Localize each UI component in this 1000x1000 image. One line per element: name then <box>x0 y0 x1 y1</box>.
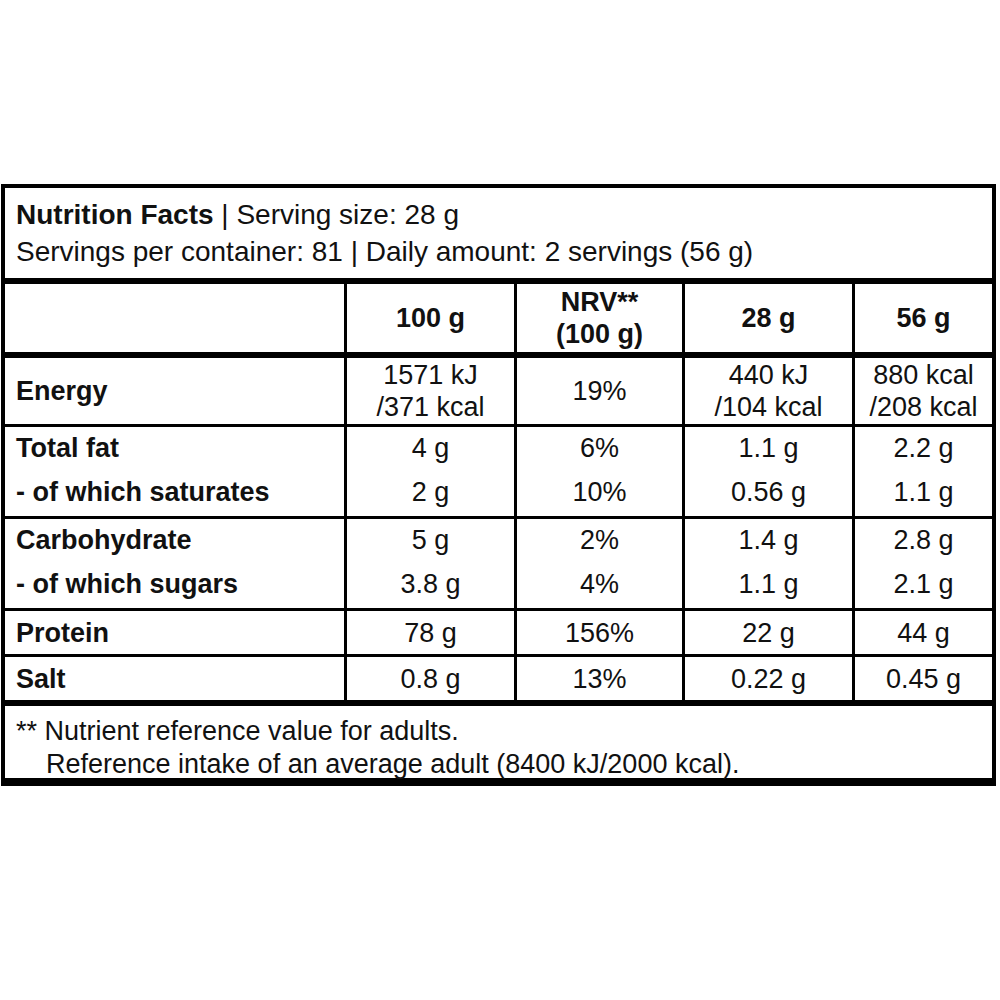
energy-per-56g: 880 kcal /208 kcal <box>852 358 992 424</box>
carbohydrate-label: Carbohydrate <box>5 519 344 560</box>
column-header-56g: 56 g <box>852 284 992 352</box>
carbohydrate-nrv: 2% <box>514 519 682 560</box>
title-line-serving-size: Nutrition Facts | Serving size: 28 g <box>16 196 982 233</box>
row-carbohydrate: Carbohydrate 5 g 2% 1.4 g 2.8 g <box>5 516 992 560</box>
energy-label: Energy <box>5 358 344 424</box>
saturates-nrv: 10% <box>514 468 682 516</box>
footnote-reference-intake: Reference intake of an average adult (84… <box>16 748 982 781</box>
saturates-per-28g: 0.56 g <box>682 468 852 516</box>
sugars-per-28g: 1.1 g <box>682 560 852 608</box>
column-header-100g: 100 g <box>344 284 514 352</box>
row-total-fat: Total fat 4 g 6% 1.1 g 2.2 g <box>5 424 992 468</box>
sugars-per-56g: 2.1 g <box>852 560 992 608</box>
energy-per-28g: 440 kJ /104 kcal <box>682 358 852 424</box>
nutrition-facts-title: Nutrition Facts <box>16 199 214 230</box>
column-header-empty <box>5 284 344 352</box>
page: Nutrition Facts | Serving size: 28 g Ser… <box>0 0 1000 1000</box>
salt-per-56g: 0.45 g <box>852 657 992 700</box>
saturates-label: - of which saturates <box>5 468 344 516</box>
nutrition-facts-table: Nutrition Facts | Serving size: 28 g Ser… <box>1 184 996 786</box>
energy-nrv: 19% <box>514 358 682 424</box>
title-block: Nutrition Facts | Serving size: 28 g Ser… <box>5 188 992 278</box>
row-salt: Salt 0.8 g 13% 0.22 g 0.45 g <box>5 654 992 700</box>
energy-per-100g: 1571 kJ /371 kcal <box>344 358 514 424</box>
protein-per-100g: 78 g <box>344 611 514 654</box>
row-saturates: - of which saturates 2 g 10% 0.56 g 1.1 … <box>5 468 992 516</box>
salt-nrv: 13% <box>514 657 682 700</box>
sugars-per-100g: 3.8 g <box>344 560 514 608</box>
carbohydrate-per-56g: 2.8 g <box>852 519 992 560</box>
salt-per-100g: 0.8 g <box>344 657 514 700</box>
protein-per-28g: 22 g <box>682 611 852 654</box>
sugars-label: - of which sugars <box>5 560 344 608</box>
salt-label: Salt <box>5 657 344 700</box>
total-fat-label: Total fat <box>5 427 344 468</box>
total-fat-per-56g: 2.2 g <box>852 427 992 468</box>
carbohydrate-per-28g: 1.4 g <box>682 519 852 560</box>
carbohydrate-per-100g: 5 g <box>344 519 514 560</box>
sugars-nrv: 4% <box>514 560 682 608</box>
row-energy: Energy 1571 kJ /371 kcal 19% 440 kJ /104… <box>5 352 992 424</box>
footnote-nrv-definition: ** Nutrient reference value for adults. <box>16 715 982 748</box>
column-header-nrv: NRV** (100 g) <box>514 284 682 352</box>
total-fat-nrv: 6% <box>514 427 682 468</box>
protein-nrv: 156% <box>514 611 682 654</box>
salt-per-28g: 0.22 g <box>682 657 852 700</box>
total-fat-per-100g: 4 g <box>344 427 514 468</box>
footnote-block: ** Nutrient reference value for adults. … <box>5 700 992 778</box>
servings-per-container-text: Servings per container: 81 | Daily amoun… <box>16 233 982 270</box>
saturates-per-56g: 1.1 g <box>852 468 992 516</box>
column-header-28g: 28 g <box>682 284 852 352</box>
row-sugars: - of which sugars 3.8 g 4% 1.1 g 2.1 g <box>5 560 992 608</box>
protein-label: Protein <box>5 611 344 654</box>
row-protein: Protein 78 g 156% 22 g 44 g <box>5 608 992 654</box>
total-fat-per-28g: 1.1 g <box>682 427 852 468</box>
serving-size-text: | Serving size: 28 g <box>214 199 459 230</box>
saturates-per-100g: 2 g <box>344 468 514 516</box>
protein-per-56g: 44 g <box>852 611 992 654</box>
column-header-row: 100 g NRV** (100 g) 28 g 56 g <box>5 278 992 352</box>
